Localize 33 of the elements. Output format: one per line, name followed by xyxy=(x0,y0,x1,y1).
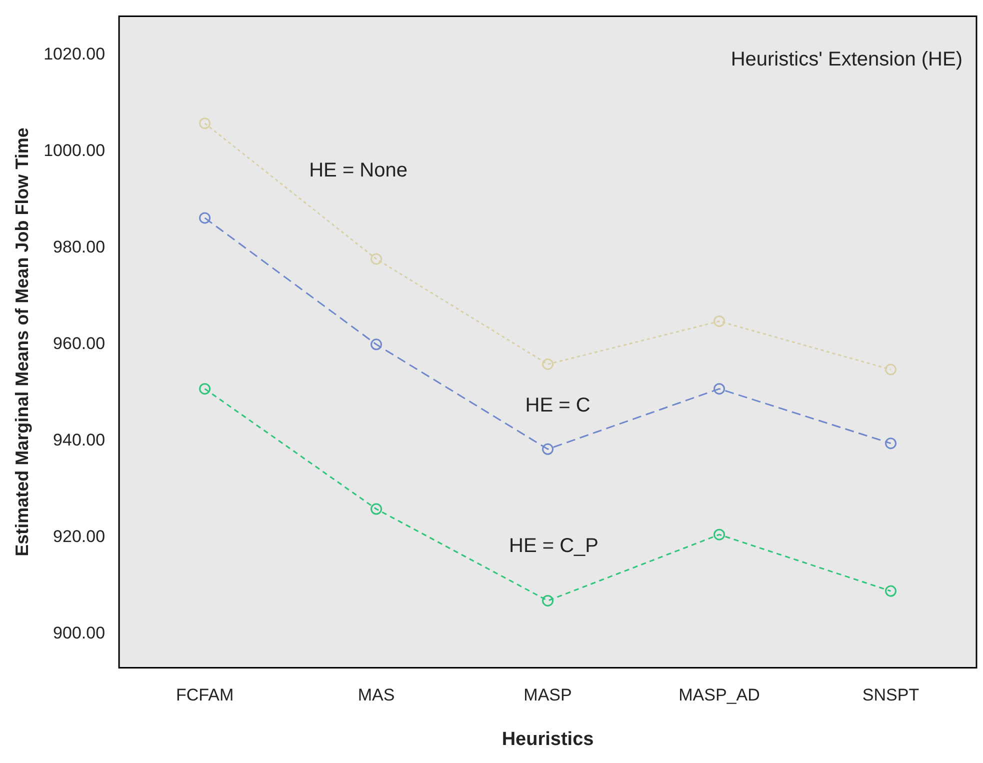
point xyxy=(542,594,554,606)
point xyxy=(370,503,382,515)
point xyxy=(199,383,211,395)
y-tick-label: 960.00 xyxy=(53,334,106,354)
y-tick-label: 980.00 xyxy=(53,238,106,257)
x-tick-label: MASP xyxy=(524,686,572,705)
y-tick-label: 1000.00 xyxy=(44,141,106,160)
x-tick-label: MAS xyxy=(358,686,395,705)
point xyxy=(199,118,211,130)
point xyxy=(370,253,382,265)
series-label: HE = C xyxy=(525,394,590,417)
x-tick-label: FCFAM xyxy=(176,686,234,705)
point xyxy=(885,438,897,450)
point xyxy=(370,338,382,350)
point xyxy=(714,383,726,395)
y-tick-label: 1020.00 xyxy=(44,44,106,64)
point xyxy=(199,212,211,224)
point xyxy=(885,585,897,597)
series-label: HE = C_P xyxy=(509,535,599,558)
y-tick-label: 920.00 xyxy=(53,527,106,546)
legend-title: Heuristics' Extension (HE) xyxy=(730,48,962,71)
point xyxy=(885,364,897,376)
x-axis-title: Heuristics xyxy=(502,728,594,750)
point xyxy=(714,528,726,540)
x-tick-label: MASP_AD xyxy=(678,686,760,705)
y-axis-title: Estimated Marginal Means of Mean Job Flow Time xyxy=(12,128,32,556)
x-tick-label: SNSPT xyxy=(862,686,920,705)
y-tick-label: 900.00 xyxy=(53,624,106,643)
point xyxy=(542,358,554,370)
series-label: HE = None xyxy=(309,159,408,182)
point xyxy=(542,443,554,455)
point xyxy=(714,315,726,327)
y-tick-label: 940.00 xyxy=(53,430,106,450)
